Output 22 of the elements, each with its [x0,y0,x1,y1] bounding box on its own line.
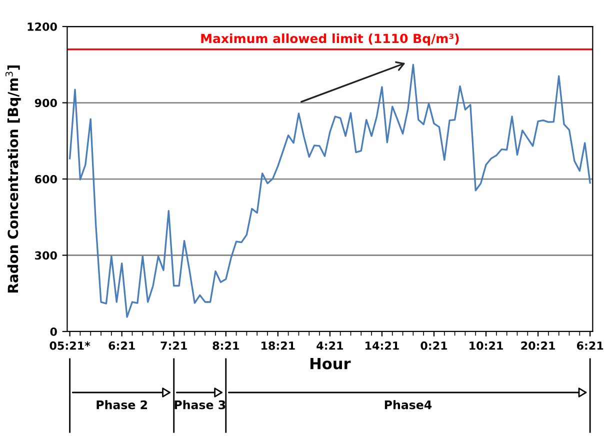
y-tick-label: 300 [35,251,57,260]
y-tick-label: 1200 [28,22,57,31]
x-tick-label: 6:21 [576,341,604,350]
text: Phase4 [384,400,432,410]
y-tick-label: 900 [34,98,57,108]
x-tick-label: 14:21 [366,341,399,350]
ref-line-label: Maximum allowed limit (1110 Bq/m³) [201,33,459,46]
x-tick-label: 4:21 [316,341,343,350]
y-tick-label: 0 [50,327,57,336]
x-axis-title: Hour [310,358,351,370]
text: Phase 2 [96,400,147,410]
x-tick-label: 6:21 [108,341,135,350]
x-tick-label: 7:21 [160,341,187,350]
x-tick-label: 0:21 [420,341,448,350]
y-axis-title: Radon Concentration [Bq/m$^{3}$] [5,65,21,292]
line-series [68,64,591,318]
y-tick-label: 600 [34,174,57,184]
x-tick-label: 10:21 [470,341,503,350]
x-tick-label: 8:21 [212,341,239,350]
x-tick-label: 05:21* [50,341,90,350]
x-tick-label: 18:21 [261,341,295,350]
x-tick-label: 20:21 [521,341,555,350]
